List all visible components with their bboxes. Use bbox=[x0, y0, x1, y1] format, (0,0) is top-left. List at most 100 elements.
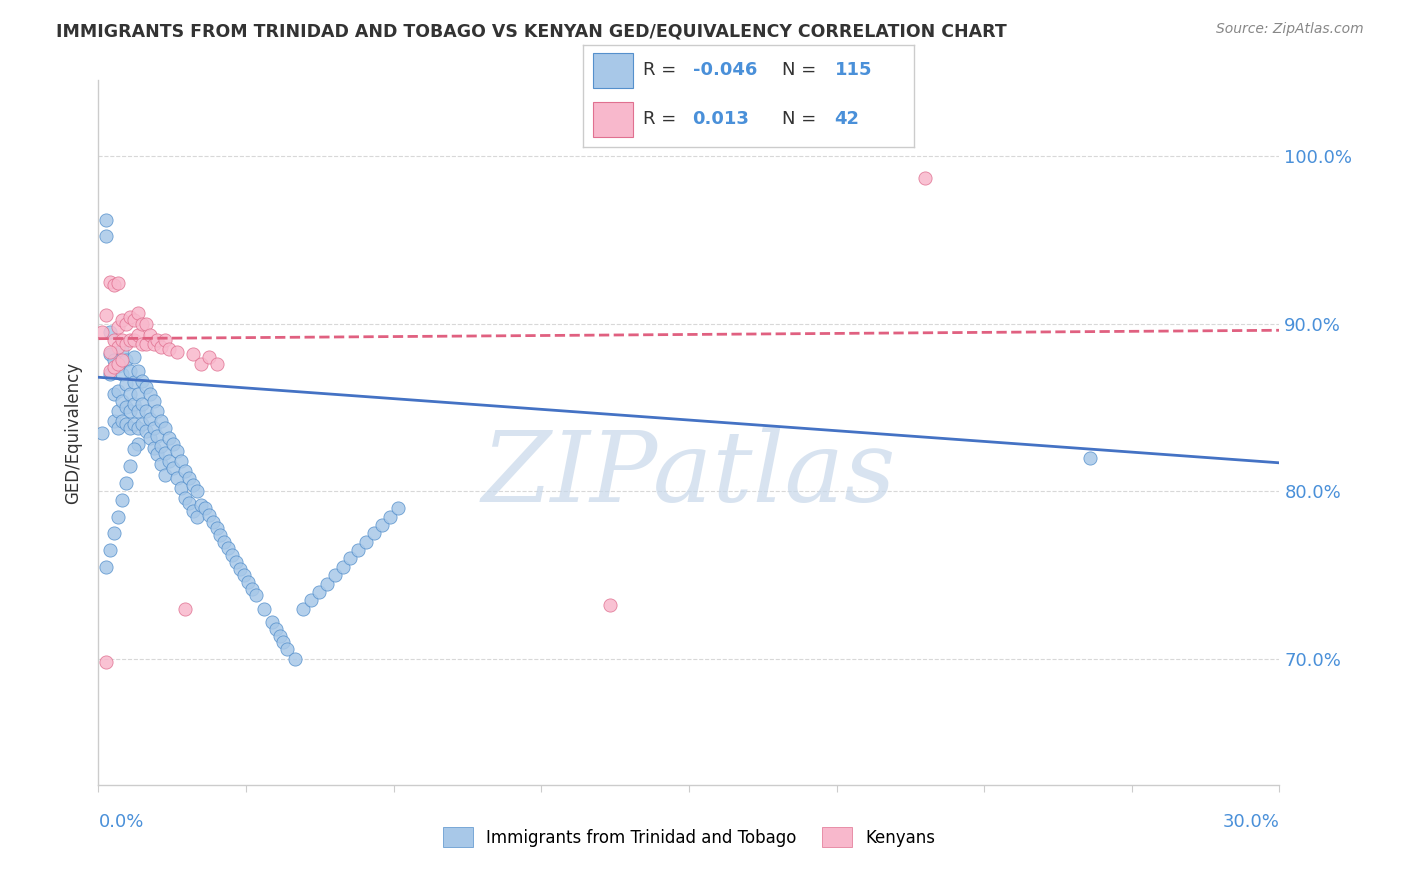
Point bbox=[1080, 450, 1102, 465]
Point bbox=[142, 336, 165, 351]
Point bbox=[339, 551, 361, 566]
Point bbox=[111, 492, 134, 507]
Point bbox=[225, 555, 247, 569]
Point bbox=[107, 404, 129, 418]
Point bbox=[190, 498, 212, 512]
Point bbox=[308, 585, 330, 599]
Point bbox=[96, 559, 118, 574]
Point bbox=[127, 387, 149, 401]
Text: -0.046: -0.046 bbox=[693, 62, 756, 79]
Point bbox=[146, 429, 169, 443]
Point bbox=[166, 345, 188, 359]
Point bbox=[138, 387, 160, 401]
Point bbox=[118, 420, 141, 434]
Point bbox=[103, 277, 125, 292]
Point bbox=[155, 467, 177, 482]
Point bbox=[115, 475, 138, 490]
Point bbox=[186, 509, 208, 524]
Point bbox=[103, 353, 125, 368]
Point bbox=[315, 576, 337, 591]
Point bbox=[111, 313, 134, 327]
Point bbox=[127, 437, 149, 451]
Point bbox=[107, 359, 129, 373]
Point bbox=[127, 420, 149, 434]
Point bbox=[103, 526, 125, 541]
Point bbox=[177, 496, 200, 510]
Point bbox=[197, 350, 219, 364]
Point bbox=[378, 509, 401, 524]
Point bbox=[599, 599, 621, 613]
Point bbox=[347, 543, 370, 558]
Point bbox=[103, 414, 125, 428]
FancyBboxPatch shape bbox=[593, 53, 633, 87]
Point bbox=[107, 277, 129, 291]
Point bbox=[371, 517, 394, 532]
Point bbox=[127, 328, 149, 343]
Point bbox=[229, 561, 252, 575]
Text: 115: 115 bbox=[835, 62, 872, 79]
Point bbox=[131, 374, 153, 388]
Point bbox=[111, 353, 134, 368]
Text: Source: ZipAtlas.com: Source: ZipAtlas.com bbox=[1216, 22, 1364, 37]
Point bbox=[217, 541, 239, 556]
Point bbox=[170, 481, 193, 495]
Point bbox=[127, 363, 149, 377]
Point bbox=[103, 387, 125, 401]
Point bbox=[174, 464, 197, 478]
Text: IMMIGRANTS FROM TRINIDAD AND TOBAGO VS KENYAN GED/EQUIVALENCY CORRELATION CHART: IMMIGRANTS FROM TRINIDAD AND TOBAGO VS K… bbox=[56, 22, 1007, 40]
Point bbox=[111, 367, 134, 381]
Point bbox=[142, 420, 165, 434]
Point bbox=[131, 397, 153, 411]
Point bbox=[155, 334, 177, 348]
Legend: Immigrants from Trinidad and Tobago, Kenyans: Immigrants from Trinidad and Tobago, Ken… bbox=[436, 821, 942, 855]
Point bbox=[107, 384, 129, 398]
Point bbox=[122, 313, 145, 327]
Point bbox=[166, 471, 188, 485]
Text: R =: R = bbox=[643, 111, 676, 128]
Point bbox=[264, 622, 287, 636]
Point bbox=[181, 504, 204, 518]
Point bbox=[135, 336, 157, 351]
Point bbox=[177, 471, 200, 485]
Point bbox=[157, 342, 180, 356]
Point bbox=[91, 425, 114, 440]
Point bbox=[194, 501, 217, 516]
Point bbox=[107, 420, 129, 434]
Point bbox=[115, 336, 138, 351]
Point bbox=[138, 328, 160, 343]
FancyBboxPatch shape bbox=[593, 102, 633, 137]
Point bbox=[115, 376, 138, 391]
Point bbox=[122, 334, 145, 348]
Point bbox=[170, 454, 193, 468]
Point bbox=[201, 515, 224, 529]
Point bbox=[98, 363, 121, 377]
Point bbox=[914, 170, 936, 185]
Point bbox=[118, 404, 141, 418]
Point bbox=[107, 319, 129, 334]
Point bbox=[135, 380, 157, 394]
Point bbox=[107, 357, 129, 371]
Point bbox=[118, 459, 141, 474]
Point bbox=[131, 417, 153, 432]
Point bbox=[260, 615, 283, 630]
Point bbox=[157, 454, 180, 468]
Point bbox=[98, 275, 121, 289]
Point bbox=[354, 534, 377, 549]
Point bbox=[135, 317, 157, 331]
Point bbox=[122, 442, 145, 457]
Point bbox=[96, 229, 118, 244]
Point bbox=[205, 357, 228, 371]
Point bbox=[323, 568, 346, 582]
Point bbox=[115, 401, 138, 415]
Point bbox=[157, 431, 180, 445]
Text: N =: N = bbox=[782, 62, 815, 79]
Point bbox=[387, 501, 409, 516]
Point bbox=[103, 360, 125, 375]
Point bbox=[98, 543, 121, 558]
Point bbox=[332, 559, 354, 574]
Point bbox=[111, 334, 134, 348]
Point bbox=[142, 441, 165, 455]
Point bbox=[214, 534, 236, 549]
Point bbox=[174, 601, 197, 615]
Text: ZIPatlas: ZIPatlas bbox=[482, 427, 896, 523]
